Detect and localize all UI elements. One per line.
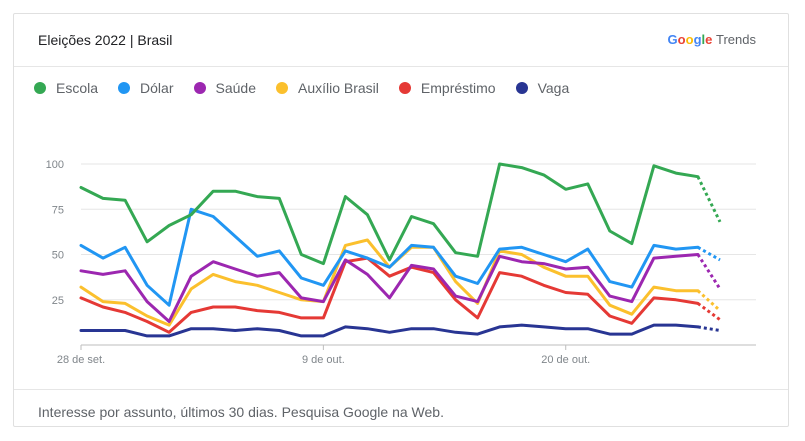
legend-item[interactable]: Vaga — [515, 80, 570, 96]
line-chart: 100 75 50 25 28 de set. 9 de out. 20 de out. — [46, 159, 756, 366]
legend-label: Vaga — [537, 80, 570, 96]
legend-item[interactable]: Dólar — [118, 80, 174, 96]
legend-dot-icon — [515, 82, 528, 94]
card-footer: Interesse por assunto, últimos 30 dias. … — [14, 389, 788, 426]
series-partial-segment — [696, 176, 722, 223]
brand-trends: Trends — [716, 32, 756, 47]
x-tick-label: 28 de set. — [57, 354, 105, 366]
chart-title: Eleições 2022 | Brasil — [38, 32, 173, 48]
series-line — [79, 207, 700, 307]
legend-item[interactable]: Saúde — [193, 80, 256, 96]
series-line — [79, 253, 700, 323]
trends-card: Eleições 2022 | Brasil Google Trends Esc… — [13, 13, 789, 427]
series-partial-segment — [697, 245, 721, 262]
y-tick-label: 50 — [52, 250, 64, 262]
x-tick-label: 9 de out. — [302, 354, 345, 366]
legend-item[interactable]: Empréstimo — [398, 80, 496, 96]
series-partial-segment — [697, 302, 721, 321]
legend-label: Dólar — [140, 80, 174, 96]
series-line — [79, 162, 700, 266]
series-line — [79, 323, 700, 338]
series-line — [79, 256, 700, 334]
google-trends-logo[interactable]: Google Trends — [668, 32, 756, 47]
legend-item[interactable]: Escola — [34, 80, 98, 96]
footer-note: Interesse por assunto, últimos 30 dias. … — [38, 404, 444, 420]
legend-label: Escola — [56, 80, 99, 96]
brand-google: Google — [667, 32, 713, 47]
legend-label: Auxílio Brasil — [297, 80, 379, 96]
legend-dot-icon — [34, 82, 46, 94]
chart-legend: Escola Dólar Saúde Auxílio Brasil Empréstimo… — [34, 80, 589, 96]
series-partial-segment — [697, 325, 721, 332]
legend-dot-icon — [275, 82, 288, 94]
legend-item[interactable]: Auxílio Brasil — [275, 80, 379, 96]
series-partial-segment — [696, 253, 722, 290]
y-tick-label: 100 — [46, 159, 64, 171]
legend-label: Empréstimo — [420, 80, 496, 96]
x-tick-label: 20 de out. — [541, 354, 590, 366]
card-header: Eleições 2022 | Brasil Google Trends — [14, 14, 788, 67]
legend-dot-icon — [398, 82, 411, 94]
y-tick-label: 75 — [52, 204, 64, 216]
legend-label: Saúde — [215, 80, 256, 96]
legend-dot-icon — [118, 82, 131, 94]
y-tick-label: 25 — [52, 295, 64, 307]
legend-dot-icon — [193, 82, 206, 94]
series-partial-segment — [696, 289, 722, 312]
